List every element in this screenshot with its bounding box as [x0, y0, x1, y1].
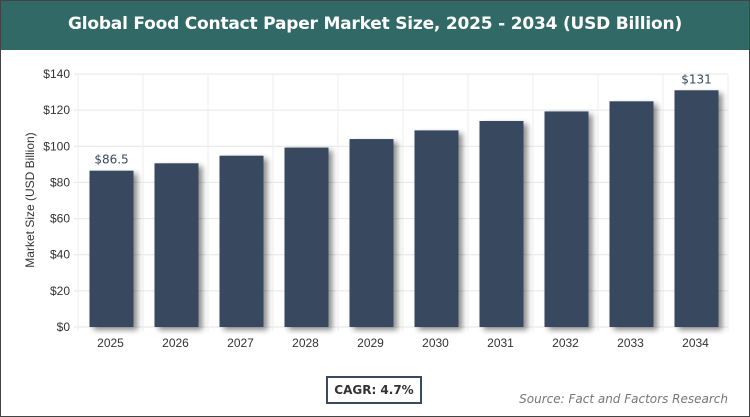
x-tick-label: 2028: [292, 336, 319, 350]
x-tick-label: 2033: [617, 336, 644, 350]
x-tick-label: 2031: [487, 336, 514, 350]
bar-2025: [89, 170, 134, 327]
bar-2026: [154, 163, 199, 327]
y-tick-label: $140: [43, 67, 70, 81]
x-tick-label: 2026: [162, 336, 189, 350]
chart-title: Global Food Contact Paper Market Size, 2…: [1, 1, 749, 50]
x-tick-label: 2029: [357, 336, 384, 350]
y-tick-label: $60: [50, 212, 70, 226]
bar-2031: [479, 120, 524, 327]
y-axis-label: Market Size (USD Billion): [23, 132, 37, 267]
cagr-badge: CAGR: 4.7%: [326, 376, 422, 404]
data-label: $86.5: [94, 153, 128, 167]
source-note: Source: Fact and Factors Research: [519, 392, 728, 406]
x-tick-label: 2027: [227, 336, 254, 350]
x-tick-label: 2025: [97, 336, 124, 350]
bar-2034: [674, 90, 719, 327]
bar-2030: [414, 130, 459, 327]
y-tick-label: $20: [50, 284, 70, 298]
bar-2028: [284, 147, 329, 327]
x-tick-label: 2034: [682, 336, 709, 350]
bar-2029: [349, 139, 394, 327]
y-tick-label: $80: [50, 175, 70, 189]
bar-2032: [544, 111, 589, 327]
y-tick-label: $40: [50, 248, 70, 262]
data-label: $131: [681, 72, 712, 86]
x-tick-label: 2030: [422, 336, 449, 350]
bar-2033: [609, 101, 654, 327]
y-tick-label: $0: [57, 320, 71, 334]
bar-2027: [219, 155, 264, 327]
y-tick-label: $100: [43, 139, 70, 153]
y-tick-label: $120: [43, 103, 70, 117]
x-tick-label: 2032: [552, 336, 579, 350]
